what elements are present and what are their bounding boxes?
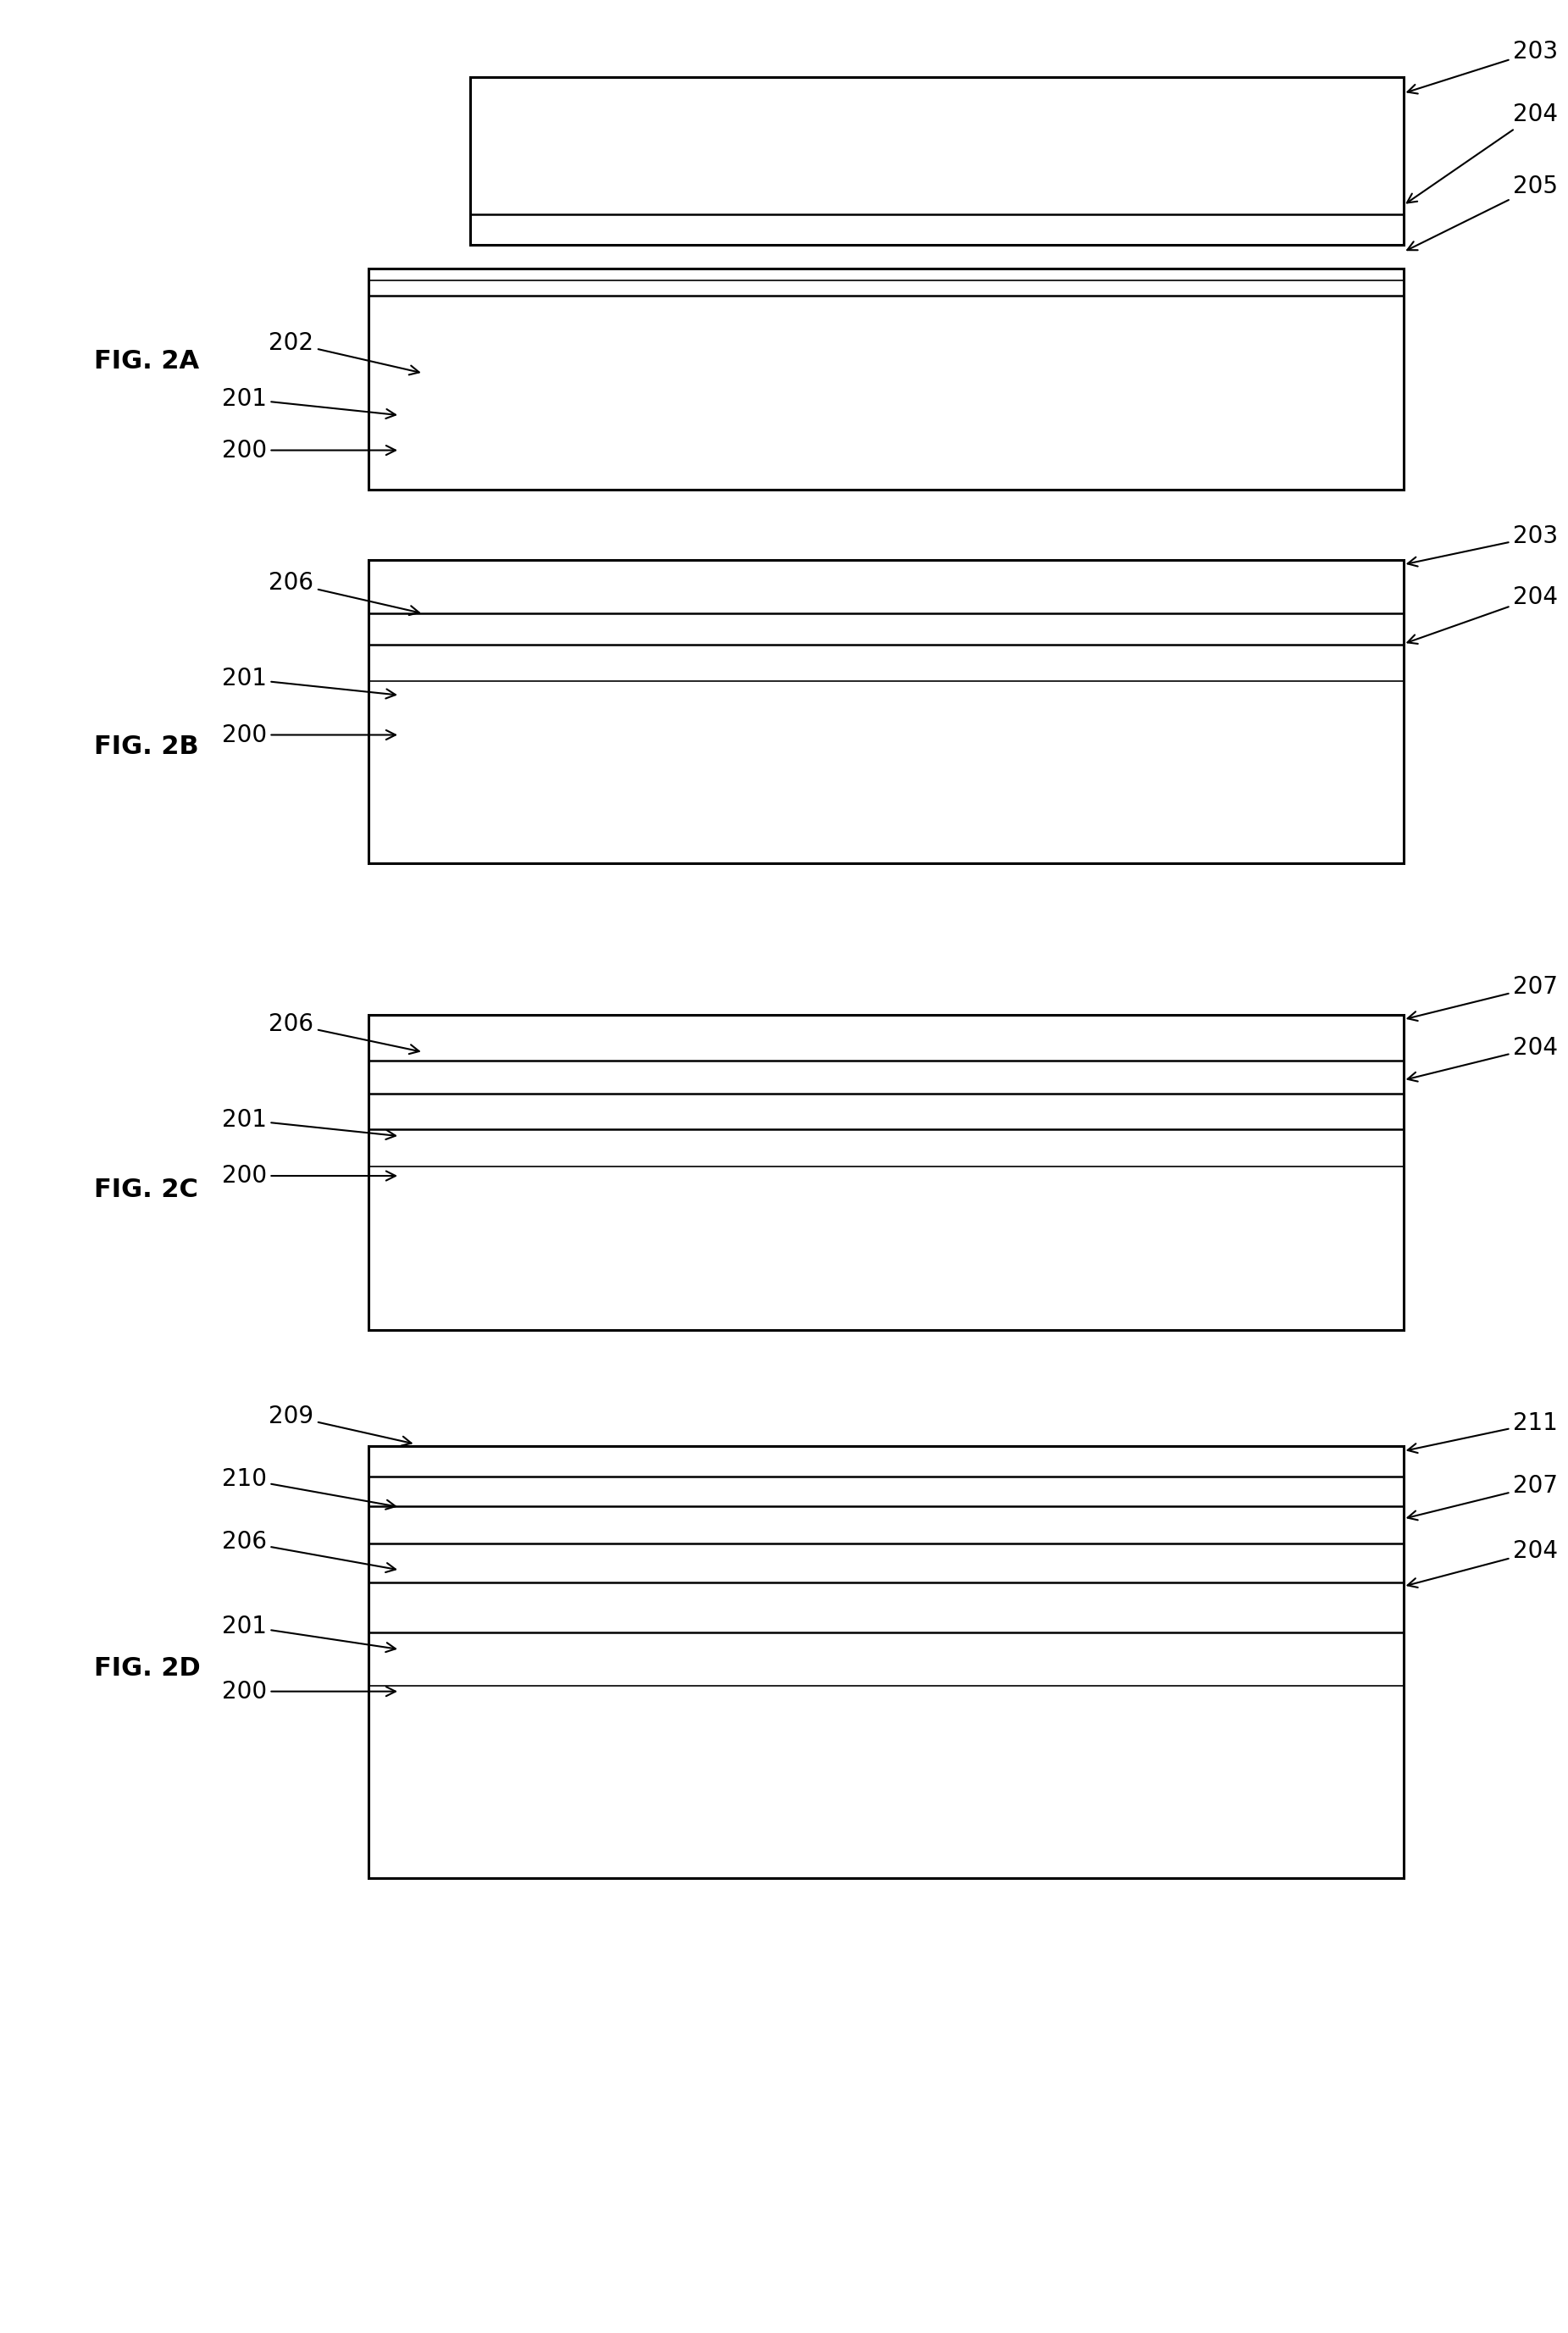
Bar — [368, 1446, 1403, 1878]
Bar — [470, 77, 1403, 245]
Bar — [368, 1015, 1403, 1330]
Text: 200: 200 — [221, 1680, 395, 1703]
Text: 203: 203 — [1408, 525, 1559, 567]
Text: 200: 200 — [221, 439, 395, 462]
Text: 207: 207 — [1408, 975, 1559, 1022]
Text: 201: 201 — [221, 1614, 395, 1652]
Text: 204: 204 — [1408, 1036, 1559, 1083]
Bar — [368, 268, 1403, 490]
Bar — [368, 560, 1403, 863]
Text: FIG. 2B: FIG. 2B — [94, 735, 199, 758]
Text: 203: 203 — [1408, 40, 1559, 93]
Text: 211: 211 — [1408, 1411, 1559, 1453]
Text: 204: 204 — [1408, 586, 1559, 644]
Text: 200: 200 — [221, 723, 395, 747]
Text: FIG. 2C: FIG. 2C — [94, 1178, 198, 1201]
Text: 201: 201 — [221, 387, 395, 418]
Text: 204: 204 — [1408, 1540, 1559, 1586]
Text: 206: 206 — [268, 572, 419, 616]
Text: 207: 207 — [1408, 1474, 1559, 1521]
Text: FIG. 2D: FIG. 2D — [94, 1656, 201, 1680]
Text: 210: 210 — [221, 1467, 395, 1509]
Text: 201: 201 — [221, 1108, 395, 1139]
Text: 209: 209 — [268, 1404, 411, 1446]
Text: 200: 200 — [221, 1164, 395, 1187]
Text: 202: 202 — [268, 331, 419, 376]
Text: 201: 201 — [221, 667, 395, 698]
Text: FIG. 2A: FIG. 2A — [94, 350, 199, 373]
Text: 204: 204 — [1406, 103, 1559, 203]
Text: 206: 206 — [221, 1530, 395, 1572]
Text: 205: 205 — [1406, 175, 1559, 250]
Text: 206: 206 — [268, 1013, 419, 1055]
